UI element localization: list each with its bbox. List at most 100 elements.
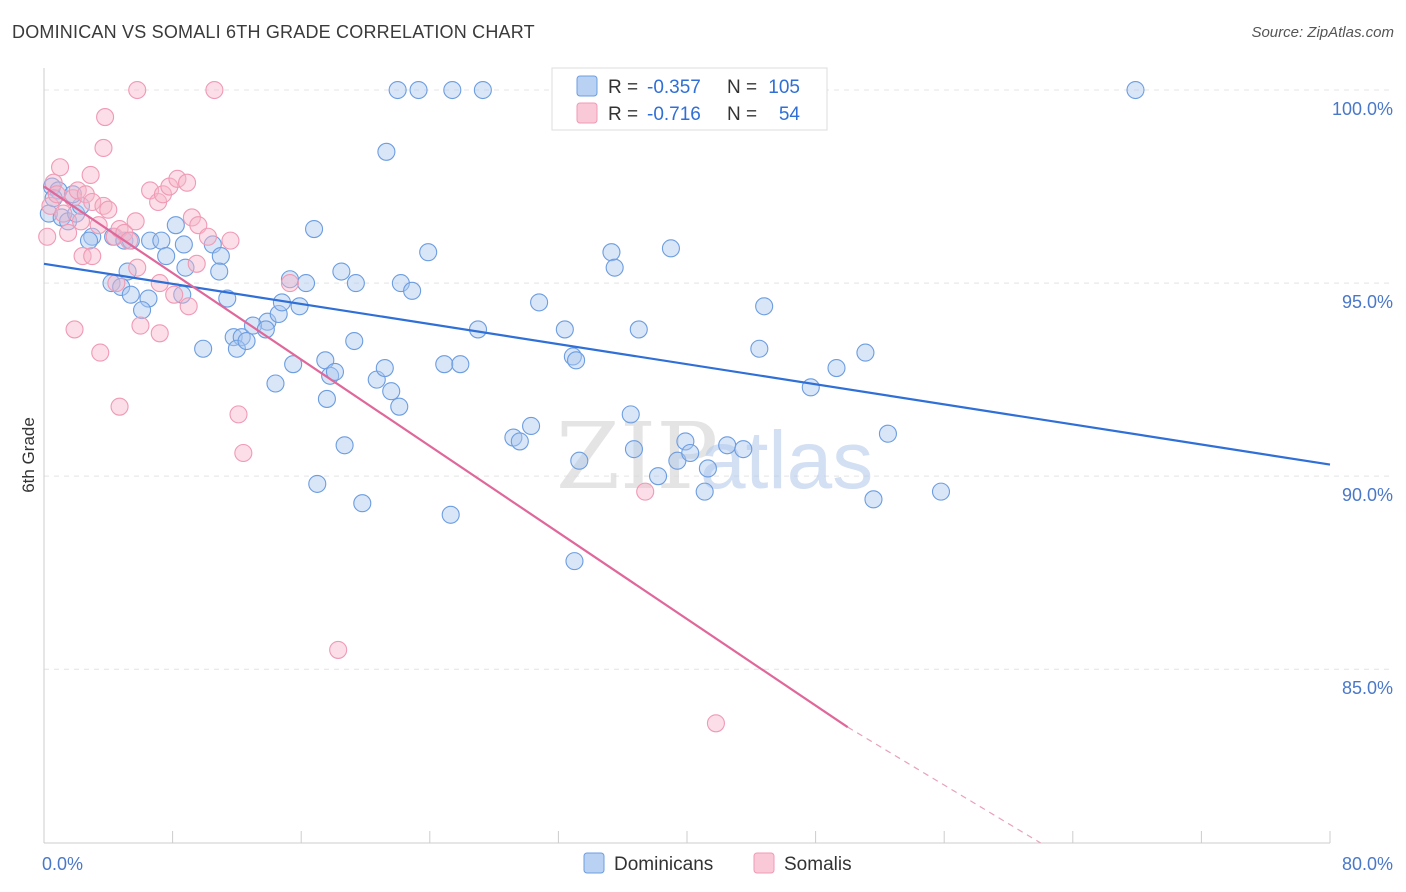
dominican-point-44 bbox=[305, 219, 324, 239]
legend-swatch-dominicans bbox=[576, 75, 598, 97]
somali-point-39 bbox=[187, 254, 206, 273]
x-tick-labels: 0.0% 80.0% bbox=[42, 854, 1393, 874]
legend-r-label-2: R = bbox=[608, 104, 638, 125]
axes bbox=[43, 68, 1331, 844]
dominican-point-96 bbox=[827, 358, 846, 378]
somali-point-33 bbox=[83, 247, 102, 266]
dominican-point-88 bbox=[676, 432, 695, 451]
dominican-point-27 bbox=[176, 258, 195, 277]
somali-point-26 bbox=[168, 169, 187, 188]
bottom-legend: Dominicans Somalis bbox=[583, 852, 852, 875]
somali-point-4 bbox=[54, 204, 73, 223]
somali-point-0 bbox=[38, 227, 57, 246]
bottom-legend-dominicans: Dominicans bbox=[614, 854, 713, 875]
dominican-point-66 bbox=[443, 80, 462, 100]
dominican-point-93 bbox=[755, 297, 774, 316]
dominican-point-50 bbox=[317, 389, 336, 408]
dominican-point-24 bbox=[121, 285, 140, 304]
dominican-point-49 bbox=[325, 362, 345, 381]
somali-point-44 bbox=[110, 397, 129, 416]
dominican-point-15 bbox=[152, 231, 171, 250]
dominican-point-56 bbox=[382, 382, 401, 401]
dominican-point-35 bbox=[237, 331, 256, 351]
y-tick-label-0: 100.0% bbox=[1332, 99, 1393, 119]
legend-r-label-1: R = bbox=[608, 77, 638, 98]
dominican-point-64 bbox=[388, 80, 407, 100]
somali-point-48 bbox=[128, 80, 147, 100]
dominican-point-16 bbox=[166, 216, 185, 235]
dominican-point-71 bbox=[468, 320, 488, 339]
dominican-point-65 bbox=[409, 80, 428, 100]
somali-point-27 bbox=[178, 173, 197, 192]
dominican-point-76 bbox=[555, 320, 574, 339]
somali-point-42 bbox=[65, 320, 84, 339]
dominican-point-31 bbox=[194, 339, 213, 358]
dominican-trend-line bbox=[43, 262, 1331, 466]
somali-point-51 bbox=[636, 482, 655, 501]
dominican-point-58 bbox=[403, 281, 422, 300]
somali-point-21 bbox=[126, 212, 145, 231]
watermark: ZIP atlas bbox=[556, 403, 873, 510]
bottom-legend-swatch-dominicans bbox=[583, 852, 605, 874]
somali-point-45 bbox=[229, 405, 248, 424]
somali-point-31 bbox=[221, 231, 240, 250]
chart-title: DOMINICAN VS SOMALI 6TH GRADE CORRELATIO… bbox=[12, 22, 535, 42]
dominican-point-98 bbox=[864, 490, 883, 509]
dominican-point-80 bbox=[602, 243, 621, 262]
somali-point-47 bbox=[280, 274, 299, 293]
somali-point-40 bbox=[131, 316, 150, 335]
somali-point-14 bbox=[99, 200, 118, 219]
dominican-point-100 bbox=[931, 482, 951, 501]
legend-r-value-2: -0.716 bbox=[647, 104, 701, 125]
somali-point-5 bbox=[59, 223, 78, 242]
somali-point-20 bbox=[94, 138, 113, 158]
dominican-point-69 bbox=[435, 355, 454, 374]
dominican-point-94 bbox=[750, 339, 769, 358]
dominican-point-85 bbox=[649, 467, 668, 486]
dominican-point-102 bbox=[441, 505, 460, 524]
somali-point-19 bbox=[96, 108, 115, 127]
somali-point-32 bbox=[73, 247, 92, 266]
legend-swatch-somalis bbox=[576, 102, 598, 124]
dominican-point-60 bbox=[335, 436, 354, 455]
dominican-point-26 bbox=[133, 301, 152, 320]
bottom-legend-swatch-somalis bbox=[753, 852, 775, 874]
dominican-point-90 bbox=[695, 482, 714, 501]
dominican-point-63 bbox=[377, 142, 396, 161]
dominican-point-95 bbox=[801, 378, 820, 397]
dominican-point-29 bbox=[210, 262, 229, 281]
dominican-point-97 bbox=[856, 343, 875, 362]
legend-box: R = -0.357 N = 105 R = -0.716 N = 54 bbox=[551, 67, 828, 131]
dominican-point-81 bbox=[605, 258, 624, 277]
dominican-point-19 bbox=[211, 247, 230, 266]
dominican-point-10 bbox=[79, 231, 99, 250]
dominican-point-30 bbox=[218, 289, 237, 308]
dominican-point-92 bbox=[734, 440, 753, 459]
somali-point-43 bbox=[91, 343, 110, 362]
dominican-point-37 bbox=[269, 304, 288, 324]
somali-point-35 bbox=[128, 258, 147, 277]
y-tick-label-3: 85.0% bbox=[1342, 678, 1393, 698]
dominican-point-82 bbox=[621, 405, 640, 424]
legend-n-value-1: 105 bbox=[768, 77, 800, 98]
dominican-point-74 bbox=[522, 416, 541, 436]
dominican-point-52 bbox=[332, 262, 351, 281]
somali-point-18 bbox=[120, 231, 139, 250]
dominican-point-61 bbox=[308, 474, 327, 493]
dominican-point-42 bbox=[296, 274, 316, 293]
dominican-point-83 bbox=[624, 440, 644, 459]
dominican-point-103 bbox=[565, 552, 584, 571]
watermark-atlas: atlas bbox=[700, 415, 873, 506]
dominican-point-79 bbox=[570, 451, 589, 470]
dominican-point-34 bbox=[227, 339, 246, 358]
dominican-point-53 bbox=[346, 274, 365, 293]
dominican-point-99 bbox=[878, 424, 897, 443]
somali-point-38 bbox=[179, 297, 198, 316]
dominican-point-86 bbox=[661, 239, 680, 258]
dominican-point-75 bbox=[530, 293, 549, 312]
legend-r-value-1: -0.357 bbox=[647, 77, 701, 98]
grid-lines bbox=[44, 89, 1390, 670]
dominican-point-78 bbox=[567, 351, 586, 370]
x-tick-label-0: 0.0% bbox=[42, 854, 83, 874]
